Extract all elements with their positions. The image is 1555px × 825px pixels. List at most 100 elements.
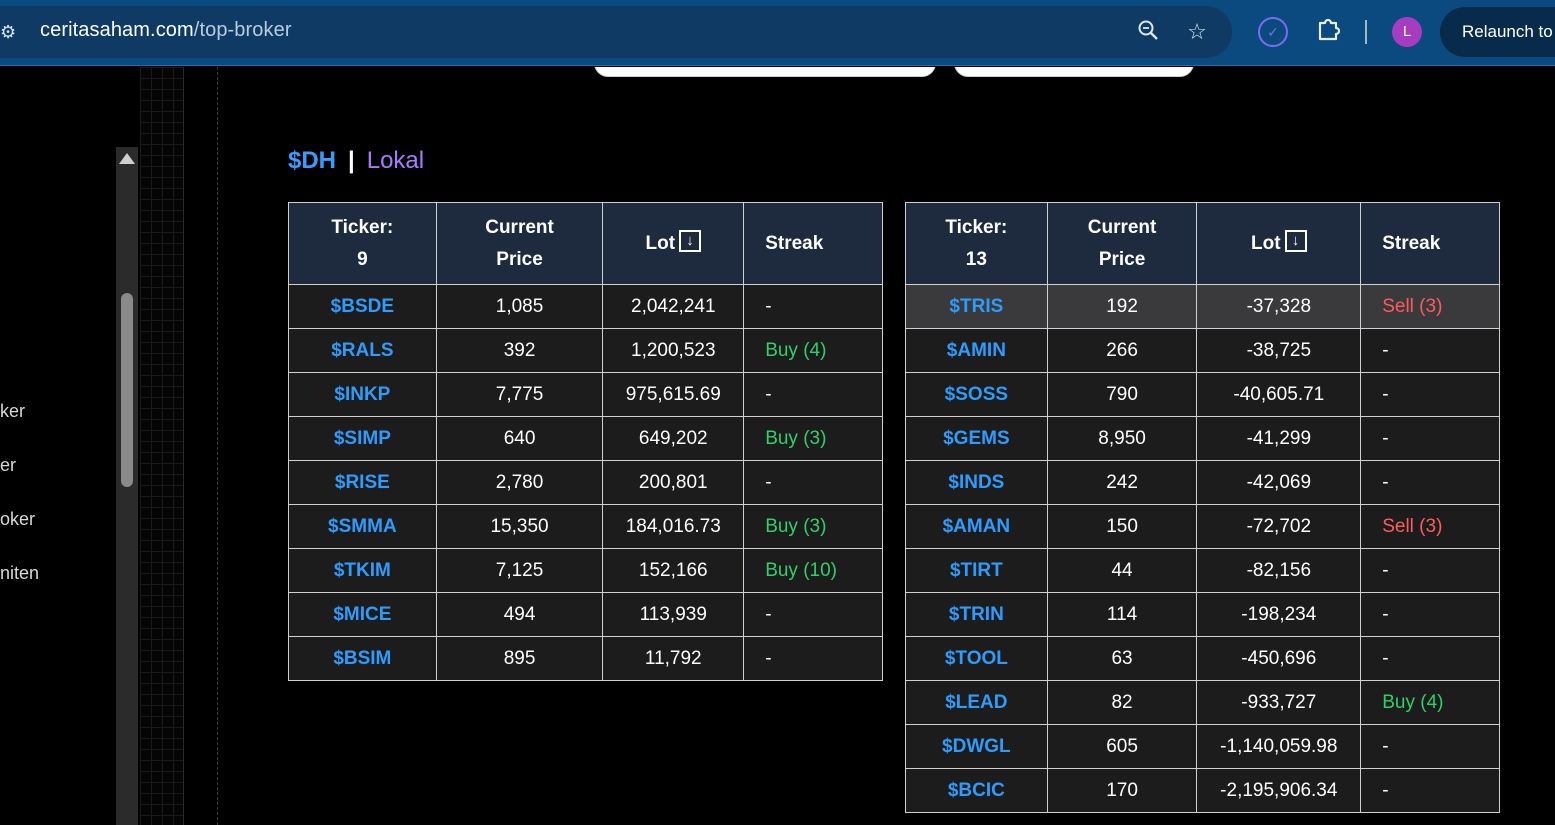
table-row[interactable]: $INKP 7,775 975,615.69-: [288, 372, 883, 417]
ticker-cell[interactable]: $SIMP: [288, 416, 437, 461]
lot-cell: 11,792: [602, 636, 745, 681]
address-bar[interactable]: [0, 6, 1232, 58]
scrollbar-thumb[interactable]: [121, 293, 133, 487]
arrow-down-icon[interactable]: ↓: [679, 230, 702, 253]
lot-header[interactable]: Lot ↓: [602, 202, 745, 285]
lot-cell: 975,615.69: [602, 372, 745, 417]
lot-cell: -82,156: [1196, 548, 1362, 593]
price-cell: 266: [1046, 328, 1198, 373]
streak-cell: -: [1360, 328, 1500, 373]
puzzle-icon[interactable]: [1314, 16, 1342, 46]
check-circle-icon[interactable]: ✓: [1258, 17, 1288, 47]
table-row[interactable]: $TOOL 63 -450,696-: [905, 636, 1500, 681]
price-cell: 192: [1046, 284, 1198, 329]
grid-strip: [140, 67, 184, 825]
table-row[interactable]: $SIMP 640 649,202 Buy (3): [288, 416, 883, 461]
streak-header[interactable]: Streak: [743, 202, 883, 285]
ticker-cell[interactable]: $AMIN: [905, 328, 1048, 373]
ticker-cell[interactable]: $TRIN: [905, 592, 1048, 637]
table-row[interactable]: $SMMA 15,350 184,016.73 Buy (3): [288, 504, 883, 549]
ticker-cell[interactable]: $AMAN: [905, 504, 1048, 549]
star-icon[interactable]: ☆: [1187, 19, 1207, 44]
price-cell: 242: [1046, 460, 1198, 505]
price-header[interactable]: Current Price: [435, 202, 604, 285]
filter-pill[interactable]: [594, 67, 936, 77]
price-cell: 494: [435, 592, 604, 637]
table-row[interactable]: $DWGL 605 -1,140,059.98-: [905, 724, 1500, 769]
arrow-down-icon[interactable]: ↓: [1284, 230, 1307, 253]
streak-cell: -: [743, 284, 883, 329]
ticker-cell[interactable]: $BSIM: [288, 636, 437, 681]
lot-cell: 200,801: [602, 460, 745, 505]
table-row[interactable]: $AMIN 266 -38,725-: [905, 328, 1500, 373]
ticker-header[interactable]: Ticker: 13: [905, 202, 1048, 285]
streak-cell: -: [1360, 548, 1500, 593]
ticker-cell[interactable]: $DWGL: [905, 724, 1048, 769]
table-row[interactable]: $INDS 242 -42,069-: [905, 460, 1500, 505]
sidebar-item[interactable]: oker: [0, 509, 36, 529]
ticker-cell[interactable]: $BSDE: [288, 284, 437, 329]
price-cell: 15,350: [435, 504, 604, 549]
streak-cell: -: [1360, 460, 1500, 505]
ticker-header[interactable]: Ticker: 9: [288, 202, 437, 285]
relaunch-button[interactable]: Relaunch to: [1440, 7, 1555, 57]
lot-cell: -2,195,906.34: [1196, 768, 1362, 813]
broker-code[interactable]: $DH: [288, 147, 337, 174]
lot-cell: -37,328: [1196, 284, 1362, 329]
lot-cell: -72,702: [1196, 504, 1362, 549]
ticker-cell[interactable]: $TIRT: [905, 548, 1048, 593]
filter-pill[interactable]: [954, 67, 1194, 77]
lot-header[interactable]: Lot ↓: [1196, 202, 1362, 285]
table-row[interactable]: $AMAN 150 -72,702 Sell (3): [905, 504, 1500, 549]
ticker-cell[interactable]: $SOSS: [905, 372, 1048, 417]
table-row[interactable]: $TRIN 114 -198,234-: [905, 592, 1500, 637]
table-row[interactable]: $BSIM 895 11,792-: [288, 636, 883, 681]
zoom-icon[interactable]: [1134, 18, 1162, 46]
price-cell: 640: [435, 416, 604, 461]
table-row[interactable]: $RALS 392 1,200,523 Buy (4): [288, 328, 883, 373]
ticker-cell[interactable]: $SMMA: [288, 504, 437, 549]
ticker-cell[interactable]: $BCIC: [905, 768, 1048, 813]
ticker-cell[interactable]: $INDS: [905, 460, 1048, 505]
table-row[interactable]: $TRIS 192 -37,328 Sell (3): [905, 284, 1500, 329]
price-header[interactable]: Current Price: [1046, 202, 1198, 285]
price-cell: 150: [1046, 504, 1198, 549]
table-row[interactable]: $MICE 494 113,939-: [288, 592, 883, 637]
tune-icon[interactable]: ⚙: [0, 22, 17, 42]
price-cell: 44: [1046, 548, 1198, 593]
price-cell: 605: [1046, 724, 1198, 769]
table-row[interactable]: $BCIC 170 -2,195,906.34-: [905, 768, 1500, 813]
lot-cell: -40,605.71: [1196, 372, 1362, 417]
price-cell: 8,950: [1046, 416, 1198, 461]
ticker-cell[interactable]: $MICE: [288, 592, 437, 637]
streak-cell: -: [1360, 592, 1500, 637]
streak-cell: -: [743, 636, 883, 681]
table-row[interactable]: $LEAD 82 -933,727 Buy (4): [905, 680, 1500, 725]
ticker-cell[interactable]: $TOOL: [905, 636, 1048, 681]
ticker-cell[interactable]: $RISE: [288, 460, 437, 505]
ticker-cell[interactable]: $RALS: [288, 328, 437, 373]
sidebar-item[interactable]: niten: [0, 563, 40, 583]
ticker-cell[interactable]: $GEMS: [905, 416, 1048, 461]
ticker-cell[interactable]: $TRIS: [905, 284, 1048, 329]
table-row[interactable]: $BSDE 1,085 2,042,241-: [288, 284, 883, 329]
avatar[interactable]: L: [1392, 17, 1422, 47]
sidebar-item[interactable]: ker: [0, 401, 26, 421]
ticker-cell[interactable]: $TKIM: [288, 548, 437, 593]
table-row[interactable]: $RISE 2,780 200,801-: [288, 460, 883, 505]
url-text[interactable]: ceritasaham.com/top-broker: [40, 19, 292, 41]
lot-cell: -1,140,059.98: [1196, 724, 1362, 769]
price-cell: 7,125: [435, 548, 604, 593]
ticker-cell[interactable]: $LEAD: [905, 680, 1048, 725]
streak-cell: -: [1360, 416, 1500, 461]
streak-header[interactable]: Streak: [1360, 202, 1500, 285]
table-row[interactable]: $SOSS 790 -40,605.71-: [905, 372, 1500, 417]
table-row[interactable]: $GEMS 8,950 -41,299-: [905, 416, 1500, 461]
ticker-cell[interactable]: $INKP: [288, 372, 437, 417]
table-row[interactable]: $TKIM 7,125 152,166 Buy (10): [288, 548, 883, 593]
scroll-up-icon[interactable]: [119, 153, 135, 164]
table-row[interactable]: $TIRT 44 -82,156-: [905, 548, 1500, 593]
sidebar-item[interactable]: er: [0, 455, 17, 475]
price-cell: 114: [1046, 592, 1198, 637]
price-cell: 895: [435, 636, 604, 681]
